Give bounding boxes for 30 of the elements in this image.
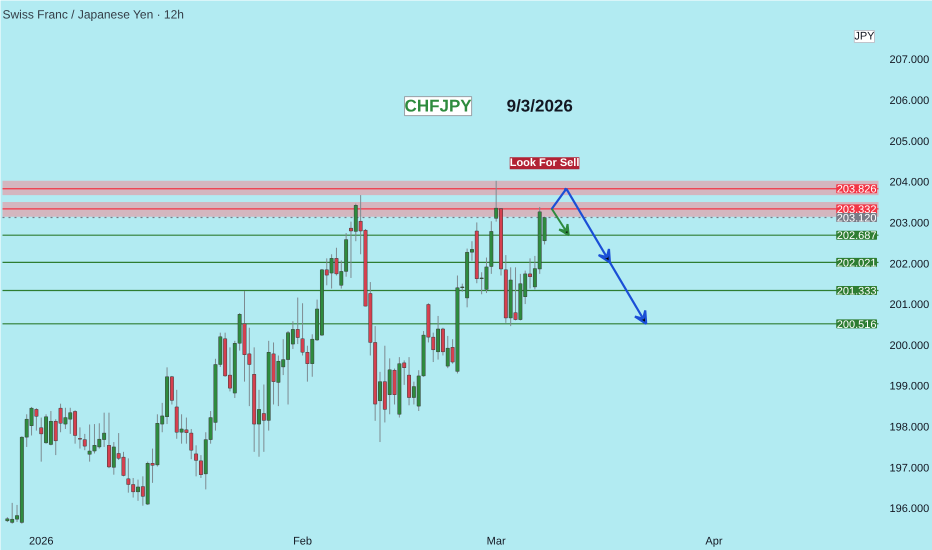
y-tick-label: 196.000 xyxy=(890,503,930,516)
x-tick-label: Feb xyxy=(293,536,312,548)
chart-title: Swiss Franc / Japanese Yen · 12h xyxy=(2,8,184,22)
ref-line-label: 202.021 xyxy=(836,257,877,270)
y-axis-title: JPY xyxy=(854,30,876,42)
ref-line-label: 203.120 xyxy=(836,212,877,225)
y-tick-label: 202.000 xyxy=(890,258,930,270)
candlestick xyxy=(194,444,198,477)
y-tick-label: 197.000 xyxy=(890,462,930,474)
ref-line-label: 201.333 xyxy=(836,285,877,298)
annotation: 9/3/2026 xyxy=(506,96,573,116)
y-tick-label: 199.000 xyxy=(890,380,930,393)
y-tick-label: 205.000 xyxy=(890,136,930,148)
x-tick-label: 2026 xyxy=(28,536,54,548)
y-tick-label: 203.000 xyxy=(890,217,930,230)
ref-line-label: 203.826 xyxy=(836,184,877,196)
ref-line-label: 202.687 xyxy=(836,230,877,242)
ref-line-label: 200.516 xyxy=(836,318,877,331)
y-tick-label: 198.000 xyxy=(890,422,930,434)
y-tick-label: 204.000 xyxy=(890,176,930,189)
candlestick xyxy=(78,426,82,450)
y-tick-label: 206.000 xyxy=(890,94,930,107)
annotation: CHFJPY xyxy=(404,96,472,116)
y-tick-label: 200.000 xyxy=(890,340,930,352)
y-tick-label: 201.000 xyxy=(890,299,930,312)
x-tick-label: Apr xyxy=(705,536,723,548)
x-tick-label: Mar xyxy=(486,536,506,548)
y-tick-label: 207.000 xyxy=(890,54,930,66)
candlestick xyxy=(82,433,87,451)
annotation: Look For Sell xyxy=(510,157,580,170)
